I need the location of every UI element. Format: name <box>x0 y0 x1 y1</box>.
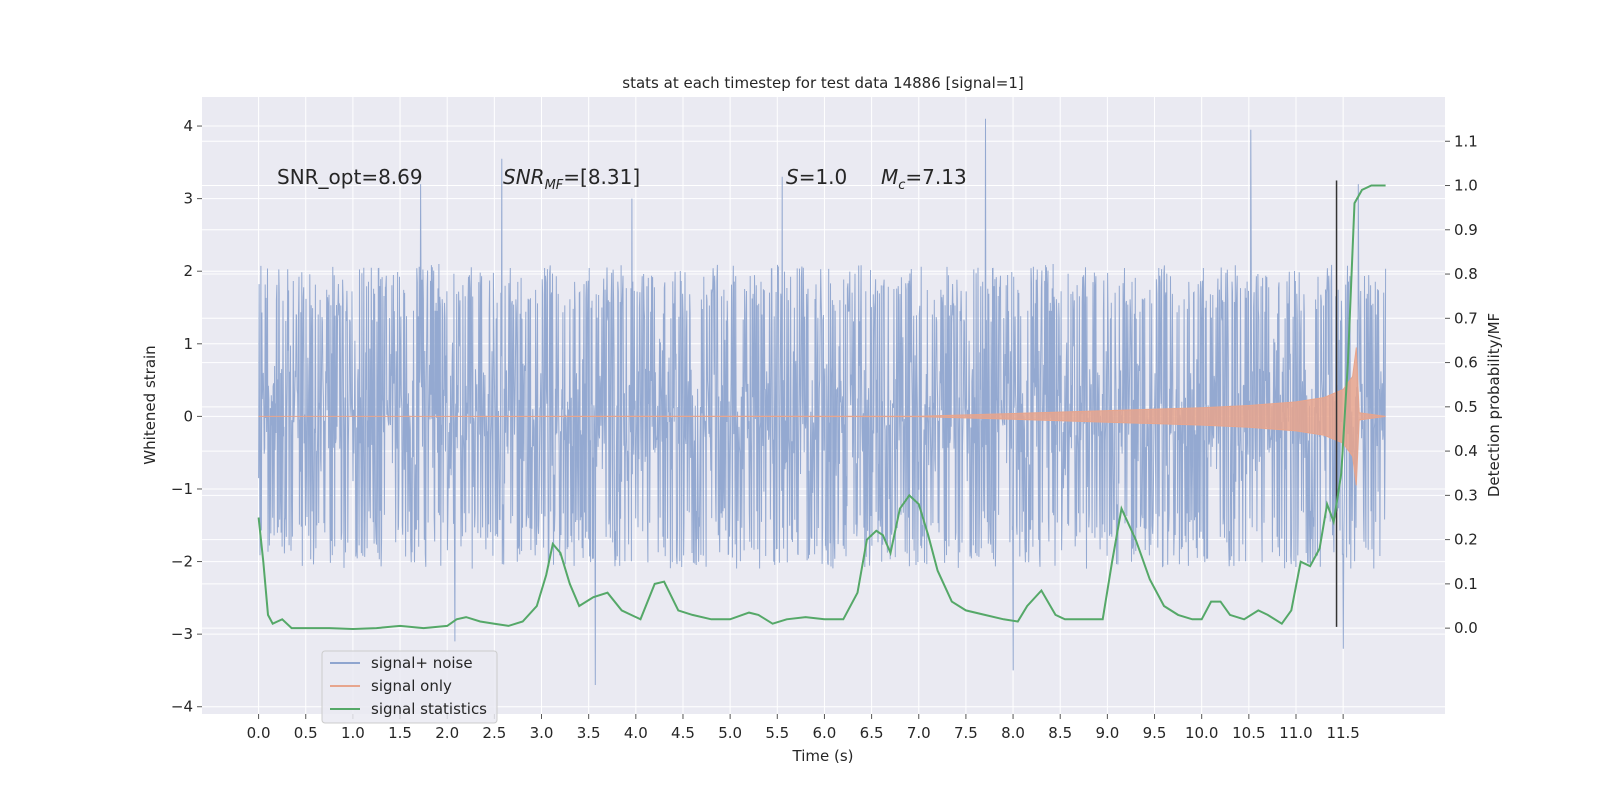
y2-tick-label: 1.1 <box>1454 132 1478 150</box>
x-tick-label: 2.5 <box>482 724 506 742</box>
y2-tick-label: 1.0 <box>1454 177 1478 195</box>
x-tick-label: 1.0 <box>341 724 365 742</box>
annotation-mc-main: M <box>881 165 898 189</box>
legend-label-signal-statistics: signal statistics <box>371 700 487 718</box>
y2-tick-label: 0.1 <box>1454 575 1478 593</box>
y-tick-label: −2 <box>171 553 193 571</box>
y2-tick-label: 0.3 <box>1454 486 1478 504</box>
x-tick-label: 6.0 <box>813 724 837 742</box>
annotation-snr-mf-rest: =[8.31] <box>563 165 640 189</box>
x-tick-label: 8.0 <box>1001 724 1025 742</box>
x-tick-label: 0.0 <box>247 724 271 742</box>
x-tick-label: 11.5 <box>1326 724 1359 742</box>
annotation-s-main: S <box>786 165 799 189</box>
series-signal-only <box>258 347 1386 486</box>
x-tick-label: 10.5 <box>1232 724 1265 742</box>
x-tick-label: 10.0 <box>1185 724 1218 742</box>
chart-title: stats at each timestep for test data 148… <box>622 74 1023 92</box>
x-tick-label: 4.5 <box>671 724 695 742</box>
series-signal-noise <box>258 118 1387 686</box>
x-tick-label: 3.0 <box>530 724 554 742</box>
x-tick-label: 5.0 <box>718 724 742 742</box>
legend-label-signal-only: signal only <box>371 677 452 695</box>
legend-label-signal-noise: signal+ noise <box>371 654 473 672</box>
x-tick-label: 2.0 <box>435 724 459 742</box>
annotation-s-rest: =1.0 <box>799 165 848 189</box>
x-tick-label: 1.5 <box>388 724 412 742</box>
y-tick-label: 2 <box>183 262 193 280</box>
y-tick-label: −4 <box>171 698 193 716</box>
y2-tick-label: 0.4 <box>1454 442 1478 460</box>
annotation-mc-sub: c <box>898 178 905 193</box>
x-tick-label: 9.0 <box>1095 724 1119 742</box>
y2-tick-label: 0.6 <box>1454 354 1478 372</box>
x-tick-label: 0.5 <box>294 724 318 742</box>
y-tick-label: 0 <box>183 407 193 425</box>
x-tick-label: 5.5 <box>765 724 789 742</box>
y2-tick-label: 0.5 <box>1454 398 1478 416</box>
annotation-snr-mf-sub: MF <box>545 178 564 193</box>
legend: signal+ noise signal only signal statist… <box>321 650 498 724</box>
annotation-snr-mf: SNRMF=[8.31] <box>503 165 640 193</box>
x-tick-label: 6.5 <box>860 724 884 742</box>
y2-tick-label: 0.8 <box>1454 265 1478 283</box>
y-tick-label: 4 <box>183 117 193 135</box>
annotation-mc: Mc=7.13 <box>881 165 967 193</box>
y2-tick-label: 0.7 <box>1454 309 1478 327</box>
y-tick-label: −3 <box>171 625 193 643</box>
x-tick-label: 8.5 <box>1048 724 1072 742</box>
x-tick-label: 11.0 <box>1279 724 1312 742</box>
y2-axis-label: Detection probability/MF <box>1485 313 1503 497</box>
x-axis-label: Time (s) <box>792 747 854 765</box>
y2-tick-label: 0.2 <box>1454 531 1478 549</box>
annotation-snr-opt: SNR_opt=8.69 <box>277 165 423 189</box>
x-tick-label: 7.0 <box>907 724 931 742</box>
annotation-snr-mf-main: SNR <box>503 165 545 189</box>
x-tick-label: 7.5 <box>954 724 978 742</box>
y2-tick-label: 0.0 <box>1454 619 1478 637</box>
legend-box <box>321 650 498 724</box>
x-tick-label: 3.5 <box>577 724 601 742</box>
y-tick-label: 1 <box>183 335 193 353</box>
y-tick-label: 3 <box>183 190 193 208</box>
y-axis-label: Whitened strain <box>141 345 159 464</box>
y-tick-label: −1 <box>171 480 193 498</box>
x-tick-label: 9.5 <box>1143 724 1167 742</box>
series-signal-statistics <box>257 184 1386 631</box>
annotation-mc-rest: =7.13 <box>905 165 966 189</box>
y2-tick-label: 0.9 <box>1454 221 1478 239</box>
annotation-s: S=1.0 <box>786 165 847 189</box>
x-tick-label: 4.0 <box>624 724 648 742</box>
